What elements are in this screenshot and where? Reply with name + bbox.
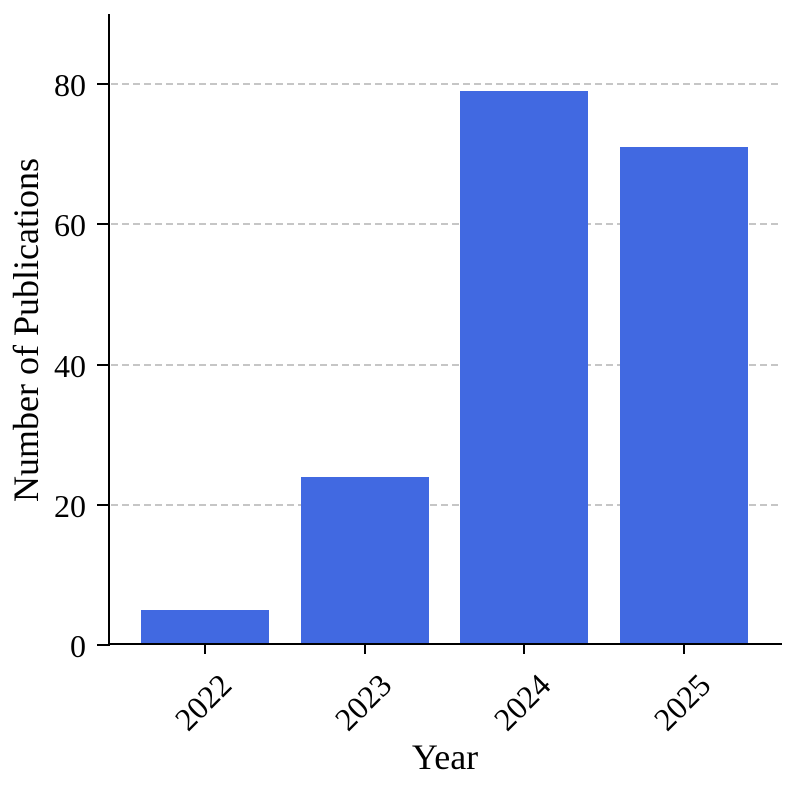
gridline-y-40 <box>111 363 780 366</box>
y-tick-mark-80 <box>97 83 108 86</box>
y-tick-mark-60 <box>97 223 108 226</box>
y-axis-spine <box>108 14 110 646</box>
bar-2023 <box>300 476 429 645</box>
x-tick-mark-2024 <box>523 645 526 654</box>
bar-2022 <box>140 609 269 645</box>
x-tick-mark-2025 <box>683 645 686 654</box>
gridline-y-60 <box>111 223 780 226</box>
x-tick-label-2025: 2025 <box>646 666 718 738</box>
x-tick-label-2023: 2023 <box>327 666 398 738</box>
bar-2025 <box>620 147 749 645</box>
y-tick-label-20: 20 <box>54 487 86 524</box>
gridline-y-80 <box>111 83 780 86</box>
x-tick-label-2024: 2024 <box>487 666 558 738</box>
y-tick-mark-0 <box>97 644 108 646</box>
x-tick-label-2022: 2022 <box>167 666 239 738</box>
y-tick-label-80: 80 <box>54 67 86 104</box>
gridline-y-20 <box>111 503 780 506</box>
bar-2024 <box>460 91 589 645</box>
x-tick-mark-2023 <box>363 645 366 654</box>
plot-area <box>109 14 780 645</box>
x-axis-spine <box>108 643 782 645</box>
y-tick-mark-20 <box>97 503 108 506</box>
x-tick-mark-2022 <box>203 645 206 654</box>
y-tick-mark-40 <box>97 363 108 366</box>
y-tick-label-40: 40 <box>54 347 86 384</box>
x-axis-label: Year <box>411 737 479 777</box>
y-tick-label-60: 60 <box>54 207 86 244</box>
y-tick-label-0: 0 <box>70 628 86 664</box>
